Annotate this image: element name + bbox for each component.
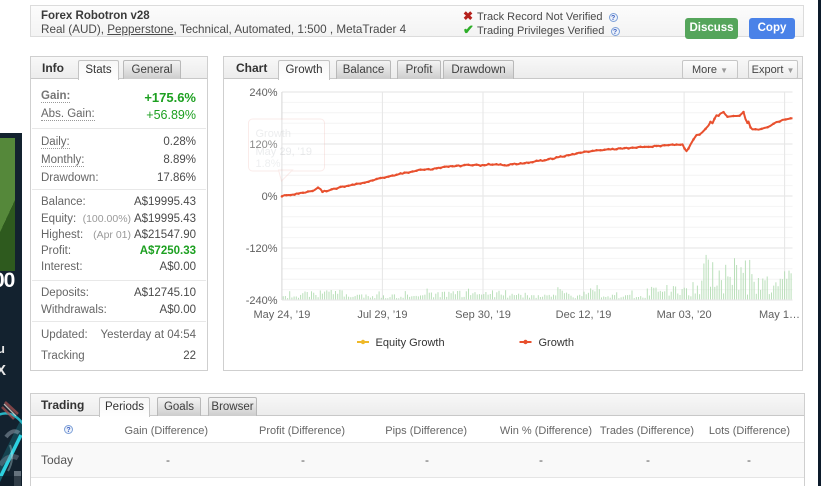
svg-text:240%: 240% <box>249 87 277 99</box>
svg-text:May 1…: May 1… <box>759 309 800 321</box>
svg-text:Growth: Growth <box>539 337 574 349</box>
svg-text:May 24, ’19: May 24, ’19 <box>253 309 310 321</box>
svg-text:1.8%: 1.8% <box>256 158 281 170</box>
svg-text:Sep 30, ’19: Sep 30, ’19 <box>455 309 511 321</box>
svg-text:Growth: Growth <box>256 128 291 140</box>
svg-text:0%: 0% <box>262 191 278 203</box>
svg-text:-120%: -120% <box>246 243 278 255</box>
svg-text:Equity Growth: Equity Growth <box>376 337 445 349</box>
svg-text:Jul 29, ’19: Jul 29, ’19 <box>357 309 407 321</box>
svg-text:Dec 12, ’19: Dec 12, ’19 <box>556 309 612 321</box>
svg-text:Mar 03, ’20: Mar 03, ’20 <box>657 309 712 321</box>
svg-text:-240%: -240% <box>246 295 278 307</box>
svg-text:120%: 120% <box>249 139 277 151</box>
svg-text:May 29, '19: May 29, '19 <box>256 146 313 158</box>
